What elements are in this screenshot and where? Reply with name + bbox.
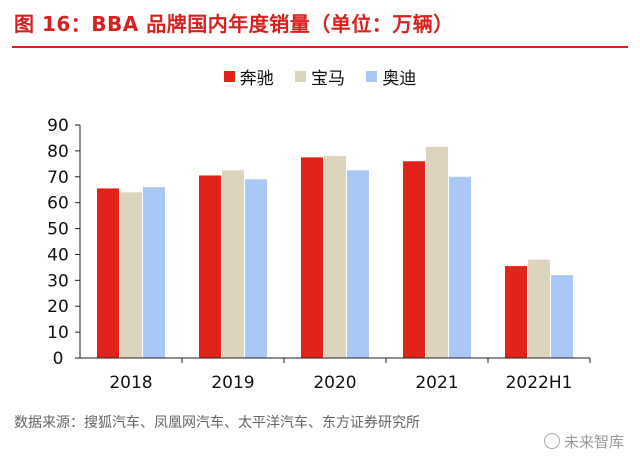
bar-2019-0 (199, 175, 221, 358)
y-tick-label: 60 (47, 194, 69, 214)
legend-label-benz: 奔驰 (239, 69, 274, 89)
legend-item-audi: 奥迪 (366, 64, 416, 89)
y-tick-label: 30 (47, 271, 69, 291)
legend-swatch-audi (366, 71, 378, 82)
x-tick-label: 2021 (415, 373, 458, 393)
bar-2019-2 (245, 179, 267, 358)
source-note: 数据来源：搜狐汽车、凤凰网汽车、太平洋汽车、东方证券研究所 (14, 415, 420, 431)
bar-2022H1-1 (528, 259, 550, 358)
bar-2018-2 (143, 187, 165, 358)
legend: 奔驰 宝马 奥迪 (0, 64, 640, 89)
y-tick-label: 80 (47, 142, 69, 162)
y-tick-label: 70 (47, 168, 69, 188)
y-tick-label: 90 (47, 116, 69, 136)
bar-2020-1 (324, 156, 346, 358)
watermark: 未来智库 (543, 431, 624, 452)
axes-group: 2018 2019 2020 2021 2022H1 0 10 20 30 40 50 60 70 80 9… (47, 116, 591, 393)
legend-swatch-bmw (295, 71, 306, 82)
legend-label-audi: 奥迪 (382, 69, 417, 89)
legend-item-benz: 奔驰 (223, 64, 274, 89)
x-tick-label: 2019 (211, 373, 254, 393)
bar-2022H1-2 (551, 275, 573, 358)
bar-2018-0 (97, 188, 119, 358)
x-tick-label: 2022H1 (506, 373, 573, 393)
y-tick-label: 50 (47, 220, 69, 240)
y-tick-label: 20 (47, 297, 69, 317)
bar-2019-1 (222, 170, 244, 358)
y-tick-label: 10 (47, 323, 69, 343)
y-tick-label: 0 (53, 349, 64, 369)
bar-2021-2 (449, 176, 471, 358)
x-tick-label: 2020 (313, 373, 356, 393)
legend-item-bmw: 宝马 (295, 64, 345, 89)
bars-group (97, 147, 573, 358)
legend-label-bmw: 宝马 (311, 69, 345, 89)
bar-2018-1 (120, 192, 142, 358)
y-tick-label: 40 (47, 245, 69, 265)
chart-title: 图 16：BBA 品牌国内年度销量（单位：万辆） (14, 12, 454, 36)
bar-2021-0 (403, 161, 425, 358)
bar-2021-1 (426, 147, 448, 358)
watermark-icon (543, 433, 560, 449)
bar-2022H1-0 (505, 266, 527, 358)
title-divider (12, 46, 628, 48)
bar-2020-0 (301, 157, 323, 358)
bar-2020-2 (347, 170, 369, 358)
watermark-text: 未来智库 (563, 433, 624, 451)
legend-swatch-benz (223, 71, 235, 82)
x-tick-label: 2018 (109, 373, 152, 393)
